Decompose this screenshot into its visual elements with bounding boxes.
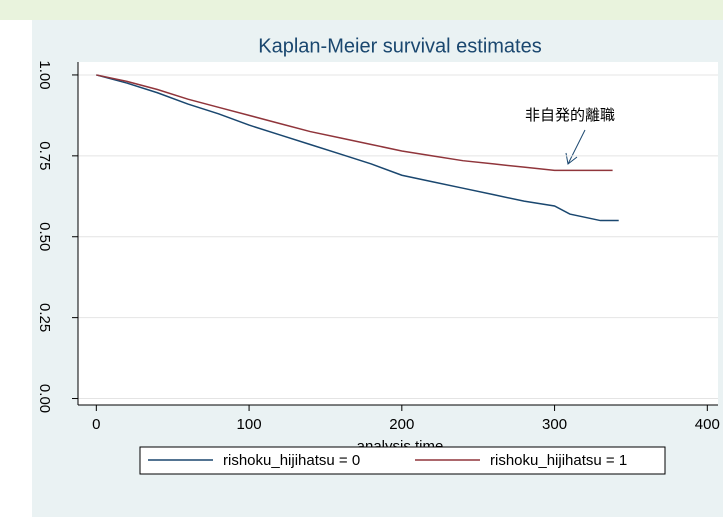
chart-title: Kaplan-Meier survival estimates [258, 35, 541, 57]
y-tick-label: 0.75 [36, 141, 53, 170]
plot-area [78, 62, 718, 405]
y-tick-label: 0.50 [36, 222, 53, 251]
x-tick-label: 100 [237, 416, 262, 433]
y-tick-label: 1.00 [36, 60, 53, 89]
x-tick-label: 300 [542, 416, 567, 433]
legend-label: rishoku_hijihatsu = 0 [223, 452, 360, 469]
top-band [0, 0, 723, 20]
survival-line [96, 74, 619, 222]
x-tick-label: 0 [92, 416, 100, 433]
annotation: 非自発的離職 [525, 106, 615, 124]
y-tick-label: 0.25 [36, 303, 53, 332]
y-tick-label: 0.00 [36, 384, 53, 413]
x-tick-label: 200 [389, 416, 414, 433]
legend [139, 446, 666, 475]
legend-label: rishoku_hijihatsu = 1 [490, 452, 627, 469]
x-tick-label: 400 [695, 416, 720, 433]
survival-line [96, 74, 613, 172]
annotation-arrow [565, 129, 586, 165]
